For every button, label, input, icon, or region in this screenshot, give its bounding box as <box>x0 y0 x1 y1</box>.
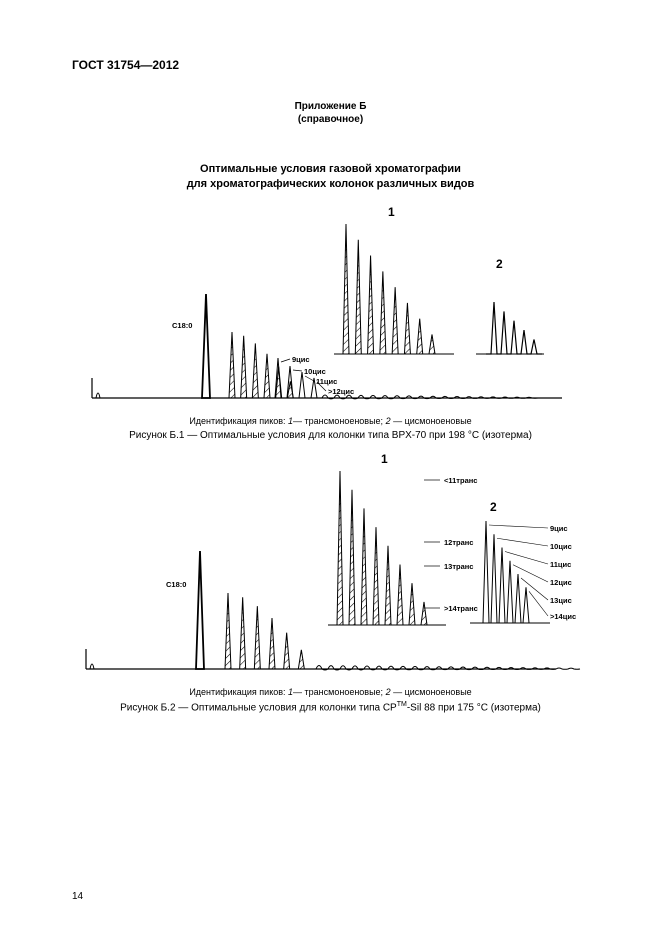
svg-text:C18:0: C18:0 <box>172 321 192 330</box>
figure-1-identification: Идентификация пиков: 1— трансмоноеновые;… <box>72 416 589 426</box>
svg-text:1: 1 <box>381 452 388 466</box>
appendix-block: Приложение Б (справочное) <box>72 100 589 126</box>
svg-text:9цис: 9цис <box>550 524 568 533</box>
svg-text:2: 2 <box>490 500 497 514</box>
page-number: 14 <box>72 891 83 902</box>
figure-1-svg: C18:09цис10цис11цис>12цис12 <box>82 200 580 414</box>
svg-text:>12цис: >12цис <box>328 387 354 396</box>
svg-text:13цис: 13цис <box>550 596 572 605</box>
appendix-title: Приложение Б <box>72 100 589 113</box>
figure-2-svg: C18:0 1 <11транс 12транс 13транс >14транс 2 9ци… <box>76 447 586 685</box>
svg-text:12транс: 12транс <box>444 538 473 547</box>
figure-2-caption: Рисунок Б.2 — Оптимальные условия для ко… <box>72 701 589 713</box>
svg-text:C18:0: C18:0 <box>166 580 186 589</box>
svg-text:13транс: 13транс <box>444 562 473 571</box>
appendix-ref: (справочное) <box>72 113 589 126</box>
gost-header: ГОСТ 31754—2012 <box>72 58 589 72</box>
svg-text:<11транс: <11транс <box>444 476 477 485</box>
svg-text:10цис: 10цис <box>304 367 326 376</box>
section-title: Оптимальные условия газовой хроматографи… <box>72 162 589 192</box>
figure-2: C18:0 1 <11транс 12транс 13транс >14транс 2 9ци… <box>72 447 589 713</box>
figure-1-caption: Рисунок Б.1 — Оптимальные условия для ко… <box>72 430 589 441</box>
svg-text:9цис: 9цис <box>292 355 310 364</box>
title-line2: для хроматографических колонок различных… <box>72 177 589 192</box>
svg-text:>14цис: >14цис <box>550 612 576 621</box>
svg-text:11цис: 11цис <box>550 560 571 569</box>
svg-text:12цис: 12цис <box>550 578 572 587</box>
figure-2-identification: Идентификация пиков: 1— трансмоноеновые;… <box>72 687 589 697</box>
svg-text:2: 2 <box>496 257 503 271</box>
figure-1: C18:09цис10цис11цис>12цис12 Идентификаци… <box>72 200 589 441</box>
svg-text:>14транс: >14транс <box>444 604 478 613</box>
title-line1: Оптимальные условия газовой хроматографи… <box>72 162 589 177</box>
svg-text:1: 1 <box>388 205 395 219</box>
svg-text:10цис: 10цис <box>550 542 572 551</box>
